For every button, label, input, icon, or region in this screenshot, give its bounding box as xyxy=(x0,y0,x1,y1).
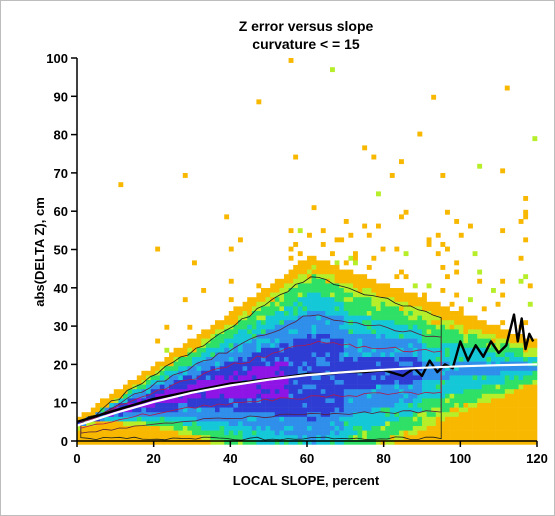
chart-title: Z error versus slope xyxy=(239,18,374,34)
x-tick-label: 100 xyxy=(449,451,471,466)
y-tick-label: 0 xyxy=(61,434,68,449)
x-tick-label: 60 xyxy=(300,451,314,466)
x-tick-label: 20 xyxy=(146,451,160,466)
y-tick-label: 90 xyxy=(54,89,68,104)
x-tick-label: 40 xyxy=(223,451,237,466)
y-tick-label: 70 xyxy=(54,166,68,181)
y-tick-label: 50 xyxy=(54,243,68,258)
x-axis-label: LOCAL SLOPE, percent xyxy=(233,473,380,488)
density-heatmap xyxy=(77,58,538,445)
mean-lines xyxy=(76,313,538,427)
y-tick-label: 80 xyxy=(54,128,68,143)
axes: 0 20 40 60 80 100 120 0 10 20 30 40 50 60 70 80 90 100 xyxy=(46,51,548,466)
series-line-2 xyxy=(76,363,538,427)
y-tick-label: 60 xyxy=(54,204,68,219)
y-tick-label: 40 xyxy=(54,281,68,296)
y-axis-label: abs(DELTA Z), cm xyxy=(32,197,47,307)
density-contours xyxy=(80,276,442,441)
x-tick-label: 0 xyxy=(73,451,80,466)
chart-subtitle: curvature < = 15 xyxy=(252,36,360,52)
x-tick-label: 120 xyxy=(526,451,548,466)
y-tick-label: 10 xyxy=(54,396,68,411)
y-tick-label: 20 xyxy=(54,357,68,372)
y-tick-label: 100 xyxy=(46,51,68,66)
x-tick-label: 80 xyxy=(376,451,390,466)
y-tick-label: 30 xyxy=(54,319,68,334)
